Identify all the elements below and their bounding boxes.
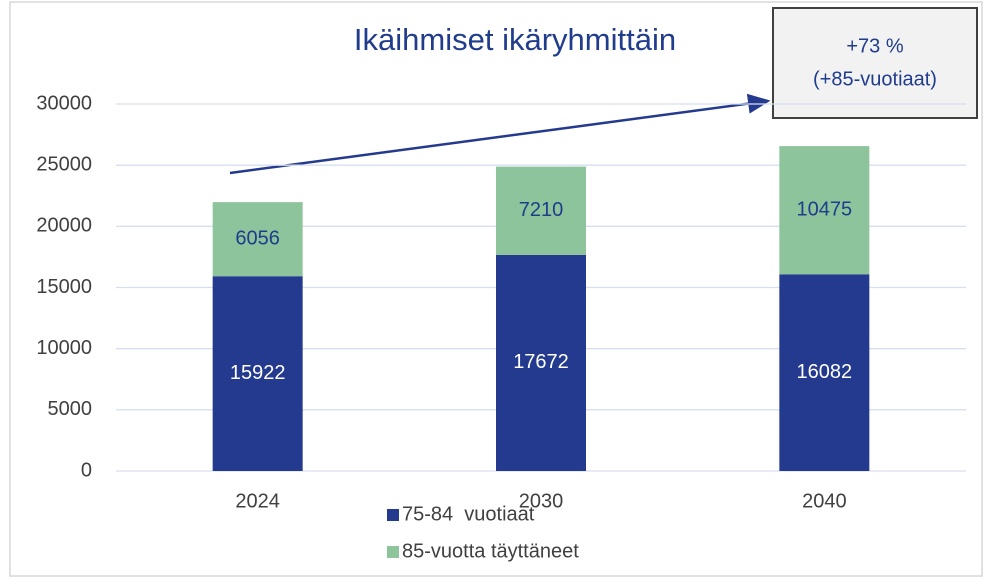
legend-label: 85-vuotta täyttäneet xyxy=(402,540,579,562)
bar-segment xyxy=(212,202,303,277)
x-tick-label: 2040 xyxy=(802,490,847,512)
y-tick-label: 0 xyxy=(81,459,92,481)
bar-segment xyxy=(779,274,870,471)
trend-arrow xyxy=(229,93,771,175)
legend-swatch xyxy=(387,509,399,521)
bar-segment xyxy=(212,276,303,471)
data-label: 16082 xyxy=(797,361,853,383)
y-tick-label: 25000 xyxy=(36,153,92,175)
x-tick-label: 2024 xyxy=(235,490,280,512)
data-label: 7210 xyxy=(519,199,564,221)
annotation-box xyxy=(772,7,978,119)
y-tick-label: 15000 xyxy=(36,276,92,298)
x-tick-label: 2030 xyxy=(519,490,564,512)
bar-segment xyxy=(779,146,870,275)
data-label: 17672 xyxy=(513,351,569,373)
y-tick-label: 10000 xyxy=(36,337,92,359)
annotation-text: +73 % xyxy=(846,35,903,57)
data-label: 6056 xyxy=(235,227,280,249)
y-tick-label: 20000 xyxy=(36,215,92,237)
annotation-text: (+85-vuotiaat) xyxy=(813,68,937,90)
bar-segment xyxy=(496,254,586,471)
data-label: 15922 xyxy=(230,362,286,384)
data-label: 10475 xyxy=(797,198,853,220)
y-tick-label: 30000 xyxy=(36,92,92,114)
chart-title: Ikäihmiset ikäryhmittäin xyxy=(354,22,676,57)
y-tick-label: 5000 xyxy=(48,398,93,420)
bar-segment xyxy=(496,166,586,255)
plot: 0 5000 10000 15000 20000 25000 30000 2024 15922 6… xyxy=(36,92,966,562)
legend-swatch xyxy=(387,546,399,558)
legend-label: 75-84 vuotiaat xyxy=(402,503,535,525)
